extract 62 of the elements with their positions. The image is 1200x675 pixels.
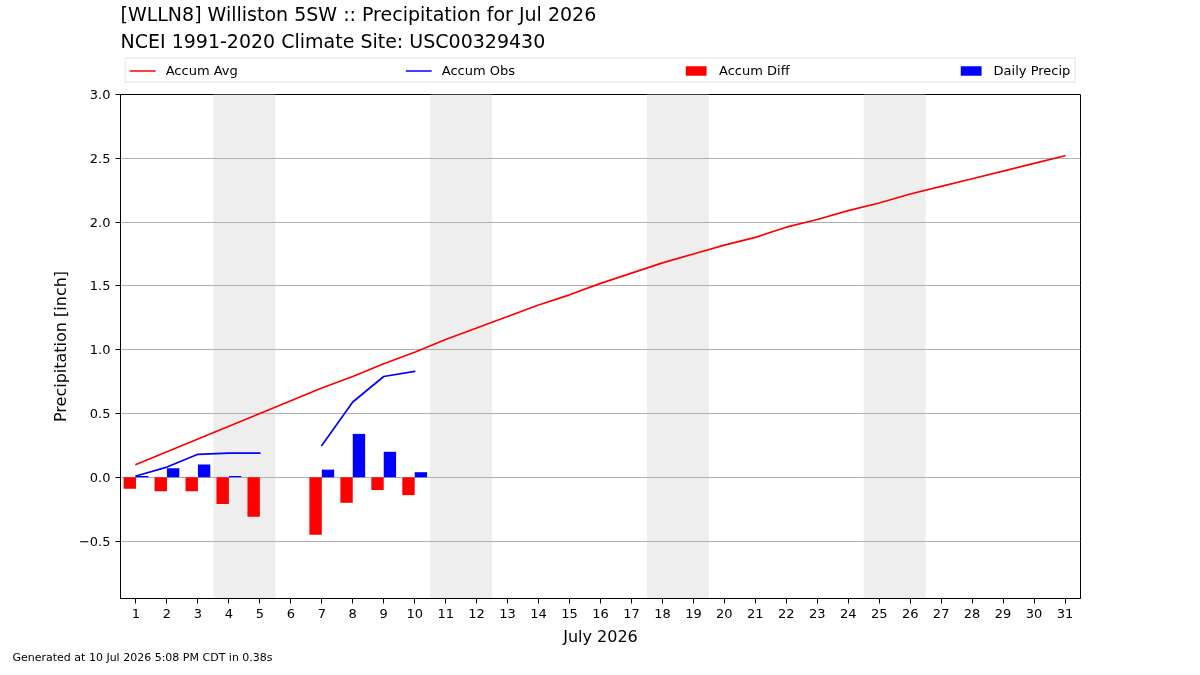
x-tick-label: 18 (654, 605, 671, 621)
y-tick-label: −0.5 (78, 533, 111, 549)
x-tick-label: 17 (623, 605, 640, 621)
bar (247, 477, 260, 517)
x-tick-label: 15 (561, 605, 578, 621)
x-tick-label: 16 (592, 605, 609, 621)
x-tick-label: 11 (437, 605, 454, 621)
y-tick-label: 3.0 (89, 87, 111, 102)
x-tick-label: 1 (131, 605, 141, 621)
y-tick-label: 1.0 (89, 342, 111, 358)
x-tick-label: 31 (1056, 605, 1074, 621)
bar (123, 477, 136, 489)
y-tick-label: 2.5 (89, 150, 111, 166)
y-tick-label: 2.0 (89, 214, 111, 230)
y-tick-label: 0.0 (89, 469, 111, 485)
chart-title: [WLLN8] Williston 5SW :: Precipitation for Jul 2026 (120, 2, 597, 25)
bar (340, 477, 353, 503)
x-tick-label: 26 (901, 605, 919, 621)
chart-subtitle: NCEI 1991-2020 Climate Site: USC00329430 (120, 29, 546, 52)
x-tick-label: 29 (994, 605, 1012, 621)
x-tick-label: 20 (716, 605, 733, 621)
x-tick-label: 9 (379, 605, 388, 621)
x-tick-label: 14 (530, 605, 547, 621)
x-tick-label: 30 (1025, 605, 1043, 621)
legend-label: Daily Precip (993, 62, 1071, 78)
x-tick-label: 3 (193, 605, 203, 621)
x-tick-label: 21 (747, 605, 764, 621)
y-tick-label: 1.5 (89, 278, 111, 294)
x-tick-label: 4 (224, 605, 234, 621)
y-tick-label: 0.5 (89, 405, 111, 421)
bar (154, 477, 167, 492)
text: Generated at 10 Jul 2026 5:08 PM CDT in 0.38s (12, 650, 273, 664)
legend-label: Accum Avg (165, 62, 238, 78)
bar (185, 477, 198, 492)
legend-label: Accum Obs (441, 62, 516, 78)
bar (402, 477, 415, 496)
x-tick-label: 23 (809, 605, 826, 621)
y-axis-title: Precipitation [inch] (50, 270, 70, 423)
bar (371, 477, 384, 491)
x-tick-label: 13 (499, 605, 516, 621)
x-axis-title: July 2026 (562, 626, 638, 646)
legend-label: Accum Diff (719, 62, 790, 78)
x-tick-label: 2 (162, 605, 172, 621)
x-tick-label: 25 (870, 605, 888, 621)
x-tick-label: 28 (963, 605, 981, 621)
bar (414, 472, 428, 478)
x-tick-label: 19 (685, 605, 702, 621)
x-tick-label: 10 (406, 605, 423, 621)
bar (216, 477, 229, 505)
x-tick-label: 24 (839, 605, 857, 621)
x-tick-label: 5 (255, 605, 264, 621)
x-tick-label: 8 (348, 605, 357, 621)
x-tick-label: 12 (468, 605, 485, 621)
bar (352, 433, 366, 478)
line-series (135, 154, 1066, 466)
x-tick-label: 22 (778, 605, 795, 621)
bar (309, 477, 322, 535)
x-tick-label: 6 (286, 605, 295, 621)
x-tick-label: 27 (932, 605, 950, 621)
bar (383, 451, 397, 478)
x-tick-label: 7 (317, 605, 326, 621)
bar (197, 464, 211, 478)
